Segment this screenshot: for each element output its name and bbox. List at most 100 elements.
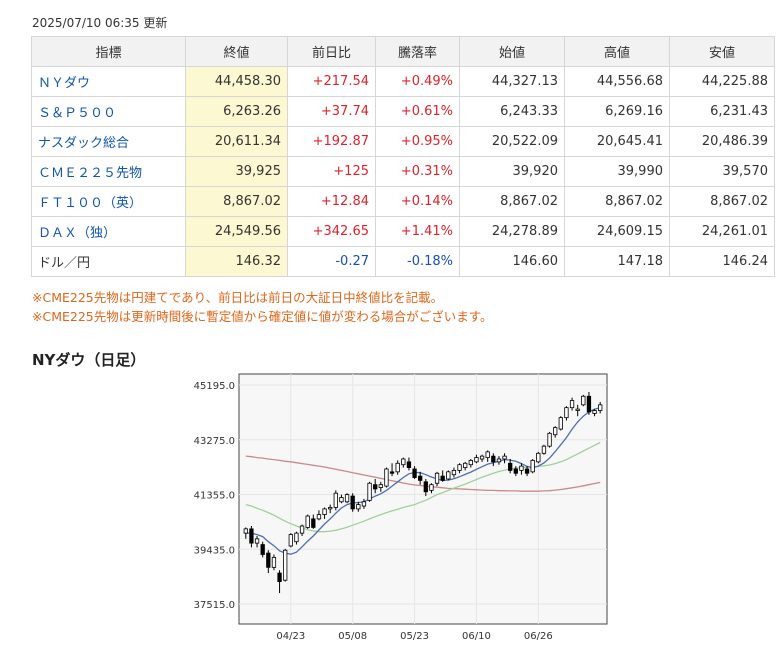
candle-body <box>271 556 277 568</box>
change-pct-cell: +0.31% <box>375 156 460 187</box>
candle-body <box>451 470 457 476</box>
y-tick-label: 37515.0 <box>194 600 235 611</box>
index-name-cell: ドル／円 <box>31 246 186 277</box>
high-cell: 20,645.41 <box>564 126 670 157</box>
index-link[interactable]: ＤＡＸ（独） <box>31 216 186 247</box>
open-cell: 6,243.33 <box>459 96 565 127</box>
change-cell: +342.65 <box>287 216 376 247</box>
candle-body <box>316 514 322 520</box>
market-indices-table: 指標 終値 前日比 騰落率 始値 高値 安値 ＮＹダウ 44,458.30 +217… <box>31 36 775 277</box>
candle-body <box>553 427 558 436</box>
table-row: ＦＴ１００（英） 8,867.02 +12.84 +0.14% 8,867.02 8,86… <box>31 186 775 217</box>
candle-body <box>243 528 248 534</box>
candle-body <box>558 417 563 430</box>
change-cell: +217.54 <box>287 66 376 97</box>
candle-body <box>299 525 305 534</box>
high-cell: 39,990 <box>564 156 670 187</box>
candle-body <box>524 468 530 474</box>
table-row: ＤＡＸ（独） 24,549.56 +342.65 +1.41% 24,278.89 24,… <box>31 216 775 247</box>
ma-long-line <box>245 455 601 492</box>
high-cell: 44,556.68 <box>564 66 670 97</box>
low-cell: 6,231.43 <box>669 96 775 127</box>
update-timestamp: 2025/07/10 06:35 更新 <box>32 16 168 30</box>
candle-body <box>446 471 451 480</box>
table-row: ＮＹダウ 44,458.30 +217.54 +0.49% 44,327.13 44,55… <box>31 66 775 97</box>
candle-body <box>541 445 547 454</box>
candle-body <box>592 410 597 414</box>
candle-body <box>344 494 350 503</box>
candle-body <box>260 544 265 555</box>
low-cell: 39,570 <box>669 156 775 187</box>
close-cell: 44,458.30 <box>185 66 288 97</box>
low-cell: 8,867.02 <box>669 186 775 217</box>
index-link[interactable]: Ｓ＆Ｐ５００ <box>31 96 186 127</box>
candle-body <box>328 507 333 510</box>
footnote-cme-yen: ※CME225先物は円建てであり、前日比は前日の大証日中終値比を記載。 <box>32 290 444 305</box>
candle-body <box>468 460 473 466</box>
change-pct-cell: -0.18% <box>375 246 460 277</box>
low-cell: 44,225.88 <box>669 66 775 97</box>
ma-short-line <box>245 407 601 555</box>
change-cell: +192.87 <box>287 126 376 157</box>
candle-body <box>575 408 580 411</box>
header-change: 前日比 <box>287 36 376 67</box>
index-link[interactable]: ナスダック総合 <box>31 126 186 157</box>
header-low: 安値 <box>669 36 775 67</box>
high-cell: 8,867.02 <box>564 186 670 217</box>
change-pct-cell: +1.41% <box>375 216 460 247</box>
footnotes: ※CME225先物は円建てであり、前日比は前日の大証日中終値比を記載。 ※CME… <box>32 288 493 326</box>
y-tick-label: 41355.0 <box>194 491 235 502</box>
candle-body <box>249 528 254 544</box>
close-cell: 39,925 <box>185 156 288 187</box>
candle-body <box>322 508 327 516</box>
x-tick-label: 06/26 <box>524 631 553 642</box>
candle-body <box>395 462 400 473</box>
candle-body <box>457 464 462 471</box>
change-cell: +12.84 <box>287 186 376 217</box>
table-row: ＣＭＥ２２５先物 39,925 +125 +0.31% 39,920 39,990 39,5… <box>31 156 775 187</box>
open-cell: 39,920 <box>459 156 565 187</box>
candle-body <box>412 468 417 478</box>
high-cell: 6,269.16 <box>564 96 670 127</box>
index-link[interactable]: ＦＴ１００（英） <box>31 186 186 217</box>
candle-body <box>367 482 372 501</box>
open-cell: 146.60 <box>459 246 565 277</box>
candle-body <box>519 465 524 471</box>
candle-body <box>406 461 412 468</box>
change-pct-cell: +0.61% <box>375 96 460 127</box>
candle-body <box>378 484 383 488</box>
candle-body <box>491 455 496 463</box>
candle-body <box>418 475 423 481</box>
y-tick-label: 39435.0 <box>194 545 235 556</box>
ma-mid-line <box>245 441 601 533</box>
change-pct-cell: +0.14% <box>375 186 460 217</box>
candle-body <box>508 462 513 471</box>
x-tick-label: 06/10 <box>462 631 491 642</box>
candle-body <box>586 395 592 413</box>
candle-body <box>474 457 479 463</box>
candle-body <box>389 471 395 474</box>
header-index: 指標 <box>31 36 186 67</box>
change-cell: +37.74 <box>287 96 376 127</box>
candle-body <box>547 432 552 447</box>
high-cell: 24,609.15 <box>564 216 670 247</box>
open-cell: 44,327.13 <box>459 66 565 97</box>
close-cell: 146.32 <box>185 246 288 277</box>
candle-body <box>530 460 535 473</box>
plot-area <box>238 373 608 625</box>
candle-body <box>254 538 260 544</box>
index-link[interactable]: ＮＹダウ <box>31 66 186 97</box>
y-tick-label: 43275.0 <box>194 436 235 447</box>
high-cell: 147.18 <box>564 246 670 277</box>
x-tick-label: 05/23 <box>400 631 429 642</box>
x-tick-label: 04/23 <box>276 631 305 642</box>
index-link[interactable]: ＣＭＥ２２５先物 <box>31 156 186 187</box>
chart-title: NYダウ（日足） <box>32 351 146 369</box>
candle-body <box>496 458 502 463</box>
header-change-pct: 騰落率 <box>375 36 460 67</box>
candle-body <box>288 534 293 547</box>
candle-body <box>373 484 378 490</box>
x-tick-label: 05/08 <box>338 631 367 642</box>
candle-body <box>502 455 507 460</box>
candle-body <box>564 407 569 419</box>
